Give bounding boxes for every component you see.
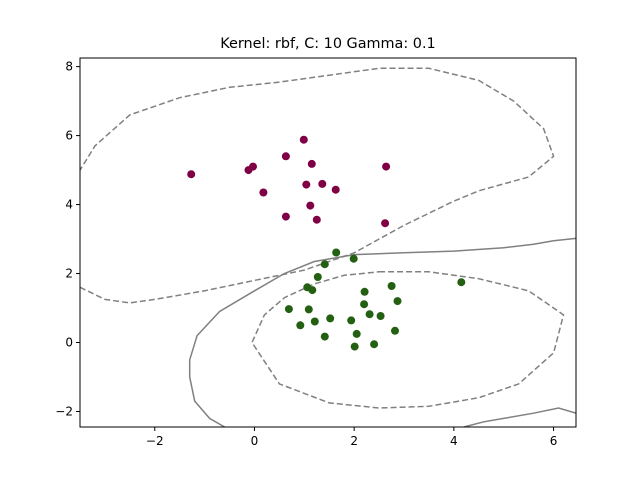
series-0-point-0 [187, 170, 196, 179]
y-tick-label: 6 [65, 129, 73, 143]
series-0-point-7 [302, 180, 311, 189]
series-1-point-21 [320, 332, 329, 341]
series-1-point-15 [326, 314, 335, 323]
series-0-point-11 [306, 201, 315, 210]
series-1-point-3 [313, 273, 322, 281]
x-tick-label: 0 [251, 434, 259, 448]
series-0-point-14 [381, 219, 390, 228]
series-0-point-8 [318, 179, 327, 188]
series-1-point-2 [320, 260, 329, 269]
series-1-point-11 [284, 305, 293, 314]
series-1-point-1 [349, 254, 358, 263]
series-1-point-18 [296, 321, 305, 330]
x-tick-label: −2 [146, 434, 164, 448]
x-tick-label: 6 [550, 434, 558, 448]
y-tick-label: −2 [55, 404, 73, 418]
x-tick-label: 2 [350, 434, 358, 448]
y-tick-label: 8 [65, 60, 73, 74]
series-1-point-10 [393, 297, 402, 306]
series-1-point-8 [457, 278, 466, 287]
axis-ticks: −2 0 2 4 6 −2 0 2 4 6 8 [55, 60, 557, 448]
series-0-point-9 [331, 185, 340, 194]
series-1-point-5 [308, 286, 317, 295]
series-1-point-12 [304, 305, 313, 314]
chart-title: Kernel: rbf, C: 10 Gamma: 0.1 [220, 36, 435, 52]
series-1-point-20 [352, 329, 361, 338]
series-1-point-13 [365, 310, 374, 319]
series-0-point-6 [307, 159, 316, 168]
series-1-point-9 [360, 300, 369, 309]
decision-boundary-line-1 [463, 407, 576, 427]
plot-frame [79, 57, 577, 428]
series-1-point-22 [370, 340, 379, 349]
series-0-point-2 [244, 166, 253, 175]
series-0-point-5 [299, 135, 308, 144]
series-1-point-14 [376, 312, 385, 320]
y-tick-label: 0 [65, 336, 73, 350]
x-tick-label: 4 [450, 434, 458, 448]
series-0-point-3 [259, 188, 268, 197]
series-1-point-6 [360, 287, 369, 296]
y-tick-label: 4 [65, 198, 73, 212]
decision-contours [80, 67, 576, 427]
series-1-point-17 [347, 316, 356, 325]
y-tick-label: 2 [65, 267, 73, 281]
series-1-point-16 [310, 317, 319, 326]
series-0-point-13 [312, 215, 321, 224]
series-1-point-0 [332, 248, 341, 257]
series-0-point-4 [281, 152, 290, 161]
series-1-point-23 [350, 342, 359, 351]
margin-line-1 [251, 271, 565, 409]
series-1-point-19 [391, 326, 399, 335]
margin-line-0 [80, 67, 555, 304]
series-0-point-12 [281, 212, 290, 221]
series-0-point-10 [382, 162, 391, 171]
data-points [187, 135, 466, 351]
series-1-point-7 [387, 282, 396, 290]
